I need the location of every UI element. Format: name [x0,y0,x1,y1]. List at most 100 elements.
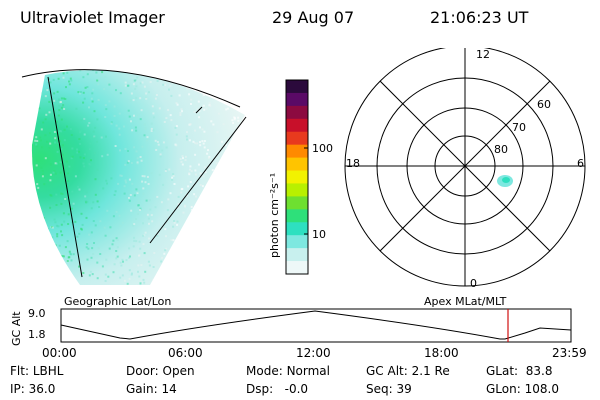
speckle [138,200,141,203]
speckle [146,175,149,178]
speckle [34,278,37,281]
speckle [164,84,167,86]
speckle [206,233,208,236]
speckle [149,81,152,83]
speckle [49,81,52,84]
speckle [55,262,58,265]
speckle [203,146,206,149]
speckle [131,272,133,275]
speckle [144,127,147,130]
speckle [236,162,239,165]
speckle [234,196,236,198]
speckle [54,172,57,175]
speckle [88,274,91,277]
speckle [35,98,38,101]
speckle [236,199,239,201]
speckle [123,192,126,195]
speckle [46,228,49,230]
speckle [31,196,34,199]
speckle [127,70,130,71]
speckle [68,80,70,83]
speckle [178,250,181,253]
speckle [138,275,141,278]
speckle [179,158,182,161]
speckle [143,85,146,88]
speckle [211,249,214,252]
speckle [79,92,81,95]
speckle [63,220,66,223]
speckle [51,257,54,260]
speckle [43,183,46,186]
speckle [186,138,188,141]
speckle [120,174,123,177]
speckle [165,117,168,120]
speckle [60,230,62,233]
speckle [149,208,152,211]
speckle [44,134,47,137]
speckle [104,75,107,78]
speckle [56,162,58,165]
speckle [165,146,168,149]
speckle [206,282,209,285]
speckle [220,168,223,171]
speckle [69,66,71,68]
speckle [140,68,142,70]
speckle [58,104,61,107]
speckle [203,130,206,133]
speckle [121,258,124,261]
speckle [130,99,133,102]
speckle [70,79,73,82]
speckle [224,181,227,184]
speckle [208,250,211,253]
speckle [118,214,121,217]
speckle [243,71,245,74]
speckle [60,223,63,226]
speckle [53,99,56,102]
speckle [202,89,205,91]
timeline-left-title: Geographic Lat/Lon [64,295,172,308]
speckle [32,238,35,241]
colorbar-band [286,105,308,120]
speckle [139,247,142,250]
altitude-curve [60,310,572,340]
speckle [224,217,227,219]
speckle [154,139,157,142]
speckle [69,128,72,131]
speckle [199,221,202,224]
speckle [206,265,209,267]
speckle [175,102,178,105]
speckle [165,235,167,238]
speckle [96,118,99,121]
speckle [88,233,91,236]
speckle [80,119,83,122]
speckle [152,129,155,132]
speckle [239,187,242,190]
speckle [37,226,40,229]
speckle [243,270,245,273]
speckle [75,107,78,110]
speckle [139,284,142,285]
speckle [58,261,61,264]
speckle [128,256,131,259]
speckle [79,70,82,72]
speckle [128,269,131,272]
speckle [49,142,52,145]
speckle [224,241,227,244]
speckle [197,78,200,81]
speckle [165,168,168,171]
speckle [83,153,86,156]
speckle [190,208,193,211]
speckle [201,234,204,237]
speckle [121,221,124,224]
status-door: Door: Open [126,364,195,378]
speckle [33,234,36,237]
speckle [160,201,163,204]
speckle [112,215,115,218]
speckle [136,192,139,195]
speckle [156,80,159,82]
speckle [239,274,242,277]
speckle [60,202,63,205]
speckle [93,152,96,155]
speckle [128,178,131,181]
speckle [63,128,66,131]
